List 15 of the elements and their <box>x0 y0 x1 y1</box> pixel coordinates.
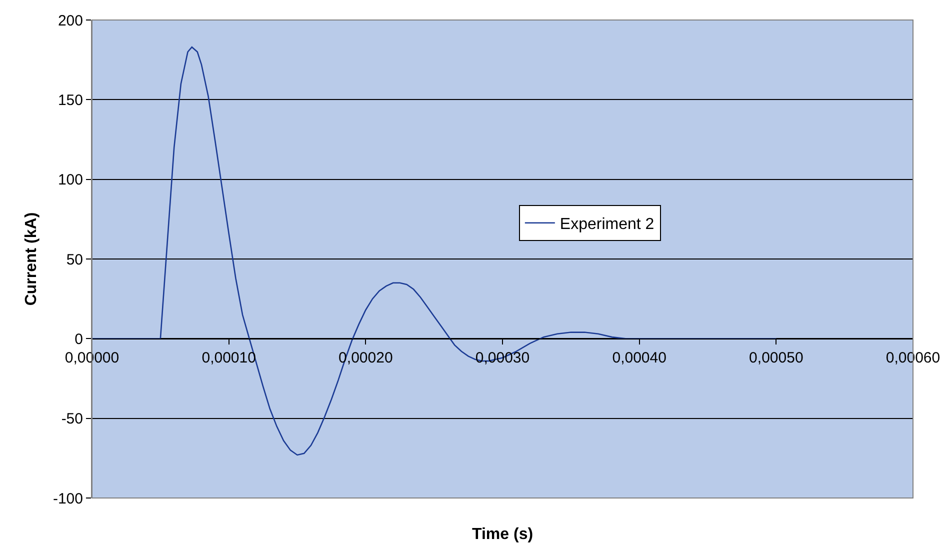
y-tick-label: 200 <box>58 12 83 30</box>
y-tick-label: 100 <box>58 172 83 189</box>
y-tick-label: 50 <box>66 251 83 268</box>
y-tick-label: 150 <box>58 92 83 109</box>
x-tick-label: 0,00060 <box>886 350 940 367</box>
x-axis-title: Time (s) <box>472 526 534 543</box>
x-tick-label: 0,00000 <box>64 350 120 367</box>
x-tick-label: 0,00050 <box>749 350 804 367</box>
y-tick-label: -50 <box>61 410 83 428</box>
x-tick-label: 0,00040 <box>612 350 666 367</box>
x-tick-label: 0,00010 <box>202 350 256 367</box>
y-tick-label: 0 <box>74 330 83 348</box>
legend-label: Experiment 2 <box>560 216 654 234</box>
y-tick-label: -100 <box>52 490 83 508</box>
y-axis-title: Current (kA) <box>22 212 40 306</box>
